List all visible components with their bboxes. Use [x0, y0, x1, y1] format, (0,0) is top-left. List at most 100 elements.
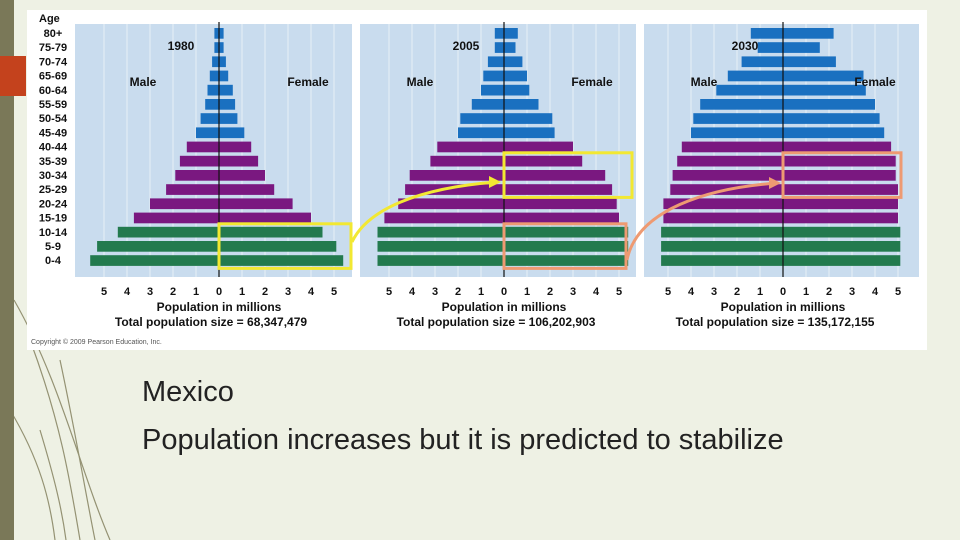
bar-female [504, 127, 555, 139]
x-tick-label: 0 [780, 286, 786, 298]
bar-female [504, 212, 619, 224]
bar-female [783, 28, 834, 39]
bar-female [219, 241, 337, 252]
bar-male [661, 226, 783, 238]
bar-male [430, 155, 504, 167]
bar-male [214, 42, 219, 53]
bar-female [504, 28, 518, 39]
pyramids-chart: Age 80+ 75-79 70-74 65-69 60-64 55-59 50-54 45-4… [31, 13, 919, 346]
bar-male [741, 56, 783, 68]
bar-male [681, 141, 783, 153]
bar-male [405, 184, 504, 195]
x-tick-label: 4 [409, 286, 416, 298]
x-tick-label: 4 [308, 286, 315, 298]
arrow-2005-to-2030 [625, 181, 778, 261]
bar-female [504, 255, 629, 266]
age-label: 45-49 [39, 127, 67, 139]
bar-female [783, 170, 896, 181]
bar-female [783, 141, 892, 153]
bar-female [219, 155, 259, 167]
bar-female [783, 127, 885, 139]
age-label: 50-54 [39, 113, 68, 125]
bar-male [209, 70, 219, 82]
age-label: 55-59 [39, 99, 67, 111]
bar-male [214, 28, 219, 39]
bar-female [783, 198, 898, 210]
bar-male [757, 42, 783, 53]
bar-female [504, 170, 606, 181]
age-label: 40-44 [39, 142, 68, 154]
bar-male [377, 255, 504, 266]
age-label: 60-64 [39, 85, 68, 97]
age-label: 80+ [44, 28, 63, 40]
bar-female [504, 241, 629, 252]
bar-male [200, 113, 219, 124]
bar-female [219, 99, 236, 110]
age-label: 35-39 [39, 156, 67, 168]
copyright-text: Copyright © 2009 Pearson Education, Inc. [31, 338, 162, 346]
bar-male [117, 226, 219, 238]
x-tick-label: 3 [711, 286, 717, 298]
bar-male [494, 28, 504, 39]
x-tick-label: 2 [455, 286, 461, 298]
bar-female [219, 84, 233, 96]
bar-male [90, 255, 219, 266]
age-label: 25-29 [39, 184, 67, 196]
female-label: Female [287, 75, 329, 89]
age-label: 70-74 [39, 56, 68, 68]
caption-text: Population increases but it is predicted… [142, 424, 784, 456]
x-tick-label: 2 [734, 286, 740, 298]
bar-male [205, 99, 219, 110]
male-label: Male [407, 75, 434, 89]
bar-female [504, 56, 523, 68]
bar-male [494, 42, 504, 53]
bar-male [150, 198, 219, 210]
x-tick-label: 3 [570, 286, 576, 298]
x-tick-label: 4 [688, 286, 695, 298]
x-tick-label: 4 [593, 286, 600, 298]
bar-female [504, 184, 613, 195]
bar-female [504, 70, 527, 82]
bar-female [504, 226, 629, 238]
total-population-label: Total population size = 106,202,903 [397, 315, 596, 329]
x-axis-label: Population in millions [721, 300, 846, 314]
x-tick-label: 1 [757, 286, 763, 298]
x-axis-label: Population in millions [442, 300, 567, 314]
male-label: Male [691, 75, 718, 89]
bar-male [700, 99, 783, 110]
bar-female [219, 42, 224, 53]
bar-male [186, 141, 219, 153]
x-tick-label: 2 [170, 286, 176, 298]
bar-male [384, 212, 504, 224]
bar-male [212, 56, 219, 68]
age-label: 5-9 [45, 241, 61, 253]
bar-female [219, 184, 275, 195]
bar-female [783, 255, 901, 266]
bar-female [783, 56, 836, 68]
x-tick-label: 5 [665, 286, 671, 298]
bar-female [504, 141, 573, 153]
bar-female [783, 70, 864, 82]
x-tick-label: 5 [331, 286, 337, 298]
caption-country: Mexico [142, 376, 234, 408]
bar-male [471, 99, 504, 110]
bar-male [97, 241, 219, 252]
bar-female [783, 226, 901, 238]
bar-male [672, 170, 783, 181]
bar-male [398, 198, 504, 210]
age-label: 75-79 [39, 42, 67, 54]
x-tick-label: 1 [524, 286, 530, 298]
bar-male [727, 70, 783, 82]
age-label: 30-34 [39, 170, 68, 182]
left-decorative-bar [0, 0, 14, 540]
bar-male [175, 170, 219, 181]
x-tick-label: 5 [895, 286, 901, 298]
bar-male [716, 84, 783, 96]
arrow-1980-to-2005 [350, 180, 498, 243]
population-pyramid-figure: Age 80+ 75-79 70-74 65-69 60-64 55-59 50-54 45-4… [27, 10, 927, 350]
x-tick-label: 5 [101, 286, 107, 298]
bar-male [677, 155, 783, 167]
bar-female [783, 42, 820, 53]
bar-female [504, 84, 530, 96]
